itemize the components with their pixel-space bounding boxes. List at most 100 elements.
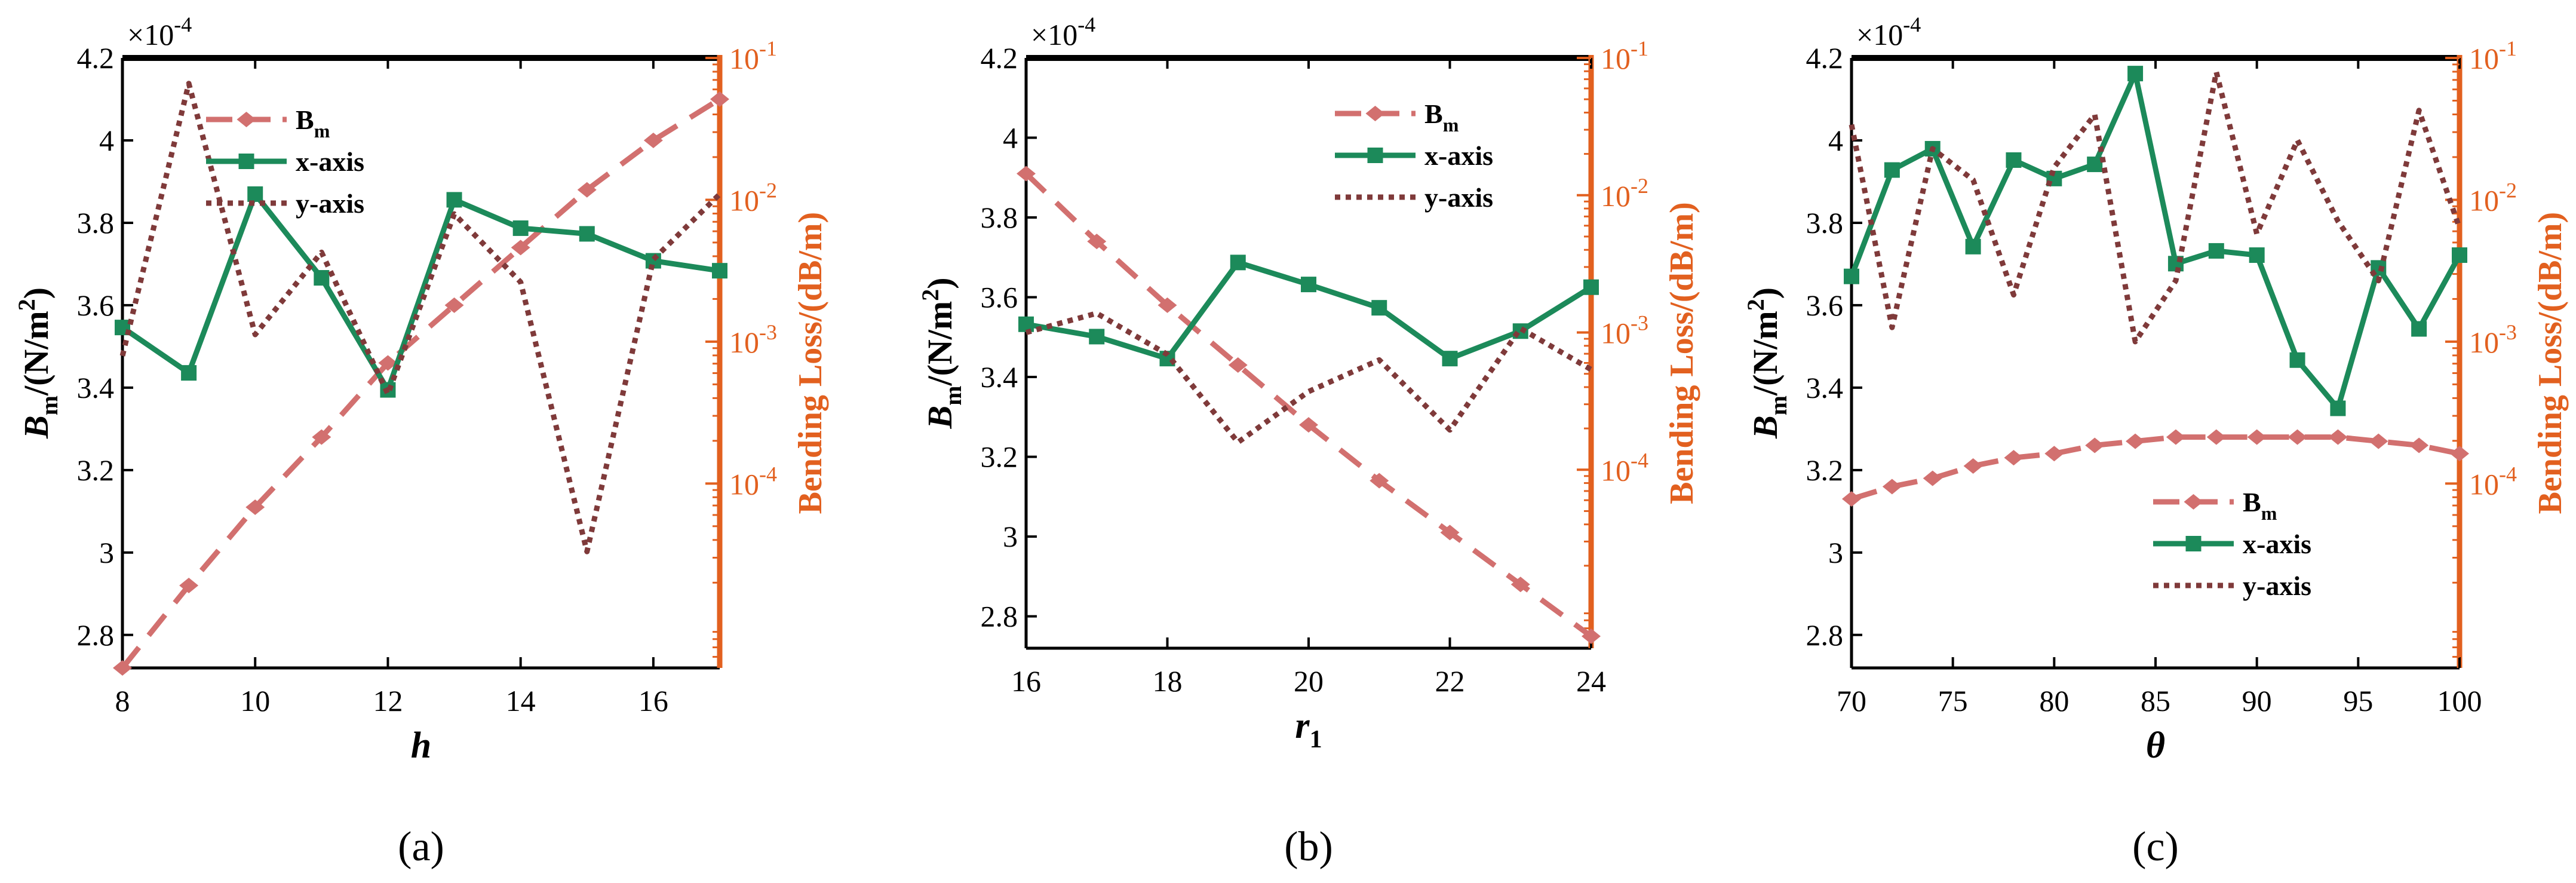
- data-point: [511, 240, 530, 256]
- data-point: [2452, 247, 2467, 263]
- y-tick-label: 4.2: [981, 41, 1018, 75]
- y-tick-label: 4: [1003, 121, 1018, 155]
- data-point: [512, 220, 529, 236]
- y-tick-label: 3.8: [981, 201, 1018, 234]
- data-point: [1089, 329, 1105, 345]
- y-tick-label: 4.2: [1806, 41, 1844, 75]
- data-point: [1440, 525, 1460, 541]
- data-point: [1157, 297, 1177, 313]
- y2-tick-label: 10-1: [729, 36, 777, 75]
- y2-tick-label: 10-3: [2469, 320, 2517, 359]
- data-point: [2206, 429, 2226, 445]
- data-point: [1582, 628, 1601, 644]
- y2-tick-label: 10-3: [729, 320, 777, 359]
- x-tick-label: 14: [506, 684, 536, 718]
- data-point: [181, 365, 197, 381]
- y-tick-label: 2.8: [77, 618, 115, 652]
- data-point: [1965, 238, 1981, 255]
- series-line-yaxis: [1025, 310, 1593, 445]
- panel-2: 16 18 20 22 24 2.8 3 3.2 3.4 3.6 3.8 4 4.2 10-4 10-3 10…: [917, 13, 1700, 870]
- data-point: [710, 91, 729, 107]
- data-point: [2208, 243, 2224, 259]
- y-exponent-label: ×10-4: [127, 13, 192, 51]
- data-point: [2127, 66, 2144, 82]
- y2-axis-label: Bending Loss/(dB/m): [1663, 202, 1700, 504]
- y-axis-label: Bm/(N/m2): [13, 287, 63, 439]
- data-point: [2126, 433, 2145, 449]
- y-tick-label: 3.8: [1806, 206, 1844, 240]
- x-tick-label: 85: [2141, 684, 2170, 718]
- y2-tick-label: 10-4: [729, 462, 777, 501]
- y2-tick-label: 10-1: [2469, 36, 2517, 75]
- series-line-xaxis: [1849, 70, 2462, 411]
- x-tick-label: 8: [115, 684, 130, 718]
- series-line-yaxis: [119, 81, 722, 554]
- y-tick-label: 4: [1828, 124, 1843, 157]
- legend-marker: [2184, 494, 2203, 510]
- data-point: [579, 226, 595, 242]
- y-tick-label: 3.2: [981, 440, 1018, 474]
- legend-label: Bm: [2243, 487, 2277, 524]
- y-tick-label: 3.8: [77, 206, 115, 240]
- y-tick-label: 3: [1828, 536, 1843, 569]
- y-tick-label: 3.2: [77, 453, 115, 487]
- y-tick-label: 3.6: [981, 281, 1018, 314]
- y-tick-label: 3.6: [77, 289, 115, 322]
- data-point: [1299, 417, 1318, 433]
- x-axis-label: h: [411, 725, 431, 766]
- x-tick-label: 12: [373, 684, 403, 718]
- data-point: [2450, 446, 2469, 462]
- data-point: [2330, 400, 2346, 416]
- x-tick-label: 70: [1837, 684, 1866, 718]
- legend-label: y-axis: [2243, 571, 2311, 601]
- data-point: [2044, 446, 2064, 462]
- y-tick-label: 3.6: [1806, 289, 1844, 322]
- data-point: [312, 429, 331, 445]
- data-point: [1370, 473, 1389, 489]
- data-point: [314, 270, 330, 286]
- y-exponent-label: ×10-4: [1031, 13, 1095, 51]
- y-tick-label: 2.8: [981, 600, 1018, 633]
- legend: Bm x-axis y-axis: [1335, 99, 1493, 213]
- series-line-b: [1024, 171, 1593, 639]
- y-tick-label: 3: [99, 536, 114, 569]
- x-tick-label: 95: [2343, 684, 2373, 718]
- data-point: [1963, 458, 1983, 474]
- data-point: [444, 297, 464, 313]
- data-point: [2166, 429, 2185, 445]
- data-point: [1017, 165, 1036, 182]
- data-point: [113, 660, 132, 676]
- x-tick-label: 90: [2242, 684, 2272, 718]
- x-axis-label: r1: [1295, 706, 1322, 753]
- panel-label: (c): [2132, 824, 2179, 870]
- legend-marker: [1365, 106, 1385, 121]
- series-line-b: [1850, 434, 2460, 502]
- data-point: [1882, 479, 1902, 495]
- data-point: [1230, 255, 1246, 271]
- data-point: [577, 182, 597, 198]
- legend-label: Bm: [1424, 99, 1459, 136]
- data-point: [1510, 577, 1530, 593]
- data-point: [2087, 157, 2103, 173]
- panel-label: (a): [398, 824, 444, 870]
- data-point: [2085, 437, 2105, 453]
- legend-label: x-axis: [1424, 140, 1493, 171]
- data-point: [446, 192, 462, 208]
- legend: Bm x-axis y-axis: [206, 105, 364, 219]
- y-tick-label: 4: [99, 124, 114, 157]
- legend-label: Bm: [296, 105, 330, 142]
- data-point: [1301, 277, 1316, 293]
- legend-marker: [237, 112, 256, 127]
- y2-tick-label: 10-2: [2469, 178, 2517, 217]
- data-point: [1844, 268, 1859, 284]
- x-tick-label: 20: [1294, 664, 1324, 698]
- y-tick-label: 2.8: [1806, 618, 1844, 652]
- data-point: [2288, 429, 2307, 445]
- y-axis-label: Bm/(N/m2): [1742, 287, 1792, 439]
- x-tick-label: 100: [2437, 684, 2482, 718]
- data-point: [2004, 450, 2024, 466]
- data-point: [2289, 352, 2305, 368]
- x-tick-label: 75: [1938, 684, 1968, 718]
- data-point: [1923, 470, 1942, 486]
- x-tick-label: 24: [1576, 664, 1606, 698]
